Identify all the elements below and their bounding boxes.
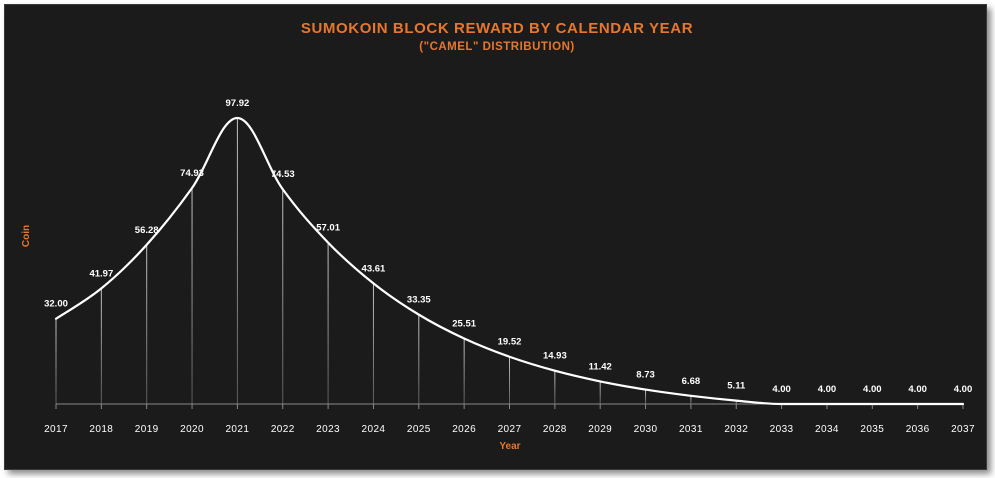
x-tick-label: 2034 bbox=[815, 424, 839, 435]
data-label: 19.52 bbox=[498, 337, 522, 348]
drop-line bbox=[236, 118, 238, 404]
data-label: 5.11 bbox=[727, 381, 746, 392]
data-label: 11.42 bbox=[589, 361, 612, 372]
x-tick-label: 2031 bbox=[679, 424, 703, 435]
chart-frame bbox=[4, 4, 987, 470]
drop-line bbox=[55, 318, 57, 404]
data-label: 41.97 bbox=[89, 268, 113, 279]
data-label: 97.92 bbox=[226, 98, 250, 109]
series-line bbox=[54, 116, 965, 406]
x-tick-label: 2037 bbox=[951, 424, 975, 435]
x-tick-label: 2021 bbox=[225, 424, 249, 435]
chart-subtitle: ("CAMEL" DISTRIBUTION) bbox=[419, 41, 574, 53]
x-axis-title: Year bbox=[499, 441, 520, 452]
drop-line bbox=[735, 400, 737, 404]
drop-line bbox=[690, 395, 692, 404]
x-tick-label: 2026 bbox=[452, 424, 476, 435]
x-tick-label: 2024 bbox=[362, 424, 386, 435]
data-label: 4.00 bbox=[818, 384, 837, 395]
chart-title: SUMOKOIN BLOCK REWARD BY CALENDAR YEAR bbox=[301, 20, 693, 37]
x-tick-label: 2025 bbox=[407, 424, 431, 435]
x-tick-label: 2033 bbox=[770, 424, 794, 435]
data-label: 4.00 bbox=[954, 384, 973, 395]
x-tick-label: 2020 bbox=[180, 424, 204, 435]
drop-line bbox=[100, 288, 102, 404]
x-tick-label: 2027 bbox=[498, 424, 522, 435]
x-tick-label: 2023 bbox=[316, 424, 340, 435]
x-tick-label: 2032 bbox=[724, 424, 748, 435]
drop-line bbox=[418, 314, 420, 404]
data-label: 56.28 bbox=[135, 225, 159, 236]
data-label: 4.00 bbox=[863, 384, 882, 395]
drop-line bbox=[191, 188, 193, 404]
data-label: 8.73 bbox=[636, 370, 655, 381]
data-label: 32.00 bbox=[44, 299, 68, 310]
drop-line bbox=[645, 389, 647, 404]
data-label: 43.61 bbox=[362, 263, 386, 274]
data-label: 14.93 bbox=[543, 351, 567, 362]
x-tick-label: 2028 bbox=[543, 424, 567, 435]
drop-line bbox=[509, 356, 510, 404]
data-label: 74.53 bbox=[271, 169, 295, 180]
data-label: 6.68 bbox=[682, 376, 701, 387]
data-label: 25.51 bbox=[452, 318, 476, 329]
data-label: 4.00 bbox=[772, 384, 791, 395]
x-tick-label: 2030 bbox=[634, 424, 658, 435]
x-tick-label: 2036 bbox=[906, 424, 930, 435]
data-label: 74.93 bbox=[180, 168, 204, 179]
drop-line bbox=[372, 283, 374, 404]
x-tick-label: 2019 bbox=[135, 424, 159, 435]
x-tick-label: 2022 bbox=[271, 424, 295, 435]
x-tick-label: 2035 bbox=[860, 424, 884, 435]
x-tick-label: 2018 bbox=[89, 424, 113, 435]
drop-line bbox=[463, 338, 465, 404]
data-label: 4.00 bbox=[908, 384, 927, 395]
drop-line bbox=[282, 189, 284, 404]
drop-line bbox=[146, 244, 148, 404]
drop-line bbox=[554, 370, 556, 404]
x-tick-label: 2017 bbox=[44, 424, 68, 435]
drop-line bbox=[327, 242, 329, 404]
data-label: 33.35 bbox=[407, 295, 431, 306]
x-tick-label: 2029 bbox=[588, 424, 612, 435]
data-label: 57.01 bbox=[316, 223, 340, 234]
drop-line bbox=[599, 381, 601, 404]
y-axis-title: Coin bbox=[21, 225, 32, 247]
